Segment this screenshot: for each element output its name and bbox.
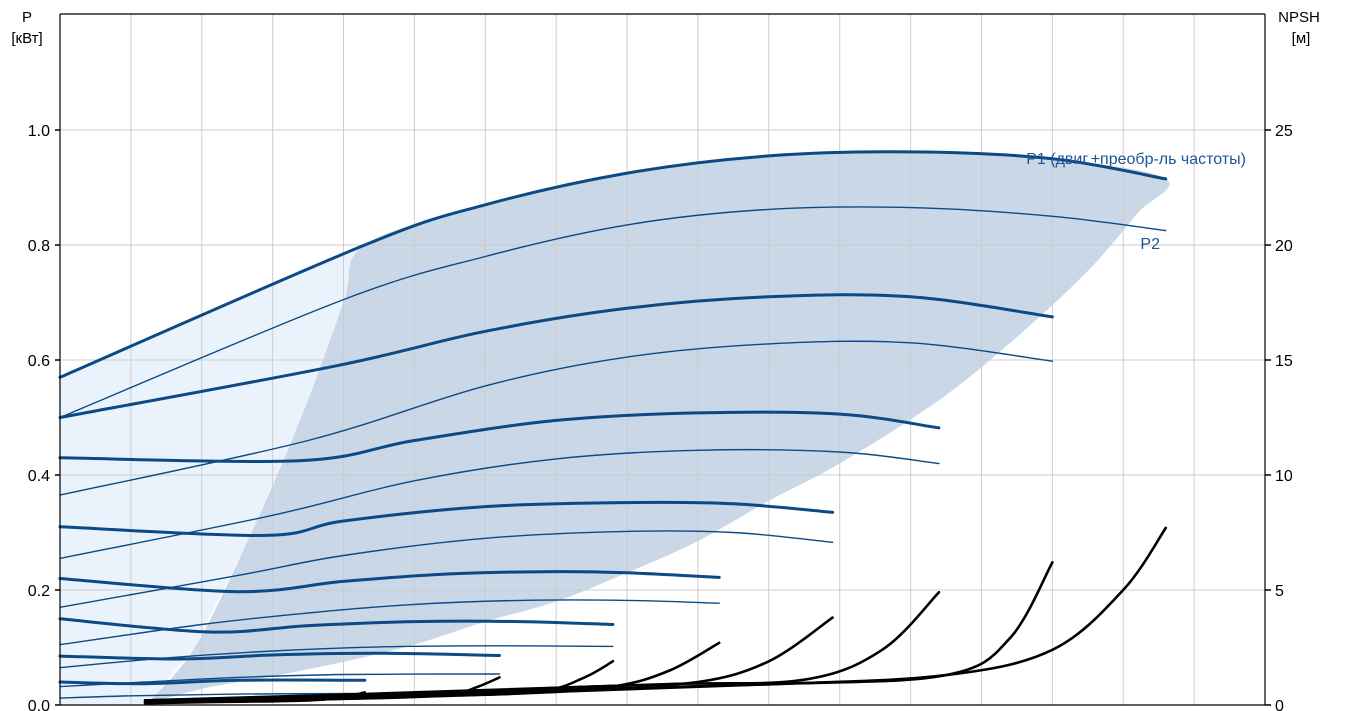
left-axis-label-symbol: P — [22, 9, 32, 26]
right-axis-tick-label: 20 — [1275, 238, 1293, 255]
p1-curves — [58, 150, 1168, 686]
p1-curve-6 — [58, 617, 615, 634]
left-axis-tick-label: 0.8 — [28, 238, 50, 255]
npsh-curves — [143, 526, 1168, 705]
p1-curve-1 — [58, 150, 1168, 379]
right-axis-tick-label: 10 — [1275, 468, 1293, 485]
right-axis-label-unit: [м] — [1292, 30, 1311, 47]
p1-curve-5 — [58, 570, 721, 594]
p2-curve-1 — [59, 206, 1167, 419]
right-axis-tick-label: 0 — [1275, 698, 1284, 711]
p2-curve-3 — [59, 449, 940, 560]
dark-operating-region — [145, 151, 1170, 705]
left-axis-tick-label: 0.6 — [28, 353, 50, 370]
left-axis-tick-label: 1.0 — [28, 123, 50, 140]
npsh-curve-8 — [143, 691, 367, 705]
p1-curve-3 — [58, 410, 941, 463]
p2-curve-4 — [59, 530, 834, 608]
p2-curve-2 — [59, 340, 1054, 496]
right-axis-tick-label: 25 — [1275, 123, 1293, 140]
p1-curve-4 — [58, 500, 835, 537]
right-axis-tick-label: 15 — [1275, 353, 1293, 370]
left-axis-label-unit: [кВт] — [11, 30, 42, 47]
p2-curve-label: P2 — [1140, 236, 1160, 253]
left-axis-tick-label: 0.0 — [28, 698, 50, 711]
p1-curve-label: P1 (двиг.+преобр-ль частоты) — [1026, 151, 1246, 168]
left-axis-tick-label: 0.2 — [28, 583, 50, 600]
p2-curve-8 — [59, 692, 366, 699]
left-axis-tick-label: 0.4 — [28, 468, 50, 485]
p1-curve-8 — [58, 678, 367, 686]
p1-curve-7 — [58, 651, 501, 661]
right-axis-label-symbol: NPSH — [1278, 9, 1320, 26]
right-axis-tick-label: 5 — [1275, 583, 1284, 600]
axis-ticks: 0.0 0.2 0.4 0.6 0.8 1.0 0 5 10 15 20 25 — [28, 123, 1293, 711]
p2-curve-5 — [59, 599, 720, 646]
p1-curve-2 — [58, 293, 1054, 419]
